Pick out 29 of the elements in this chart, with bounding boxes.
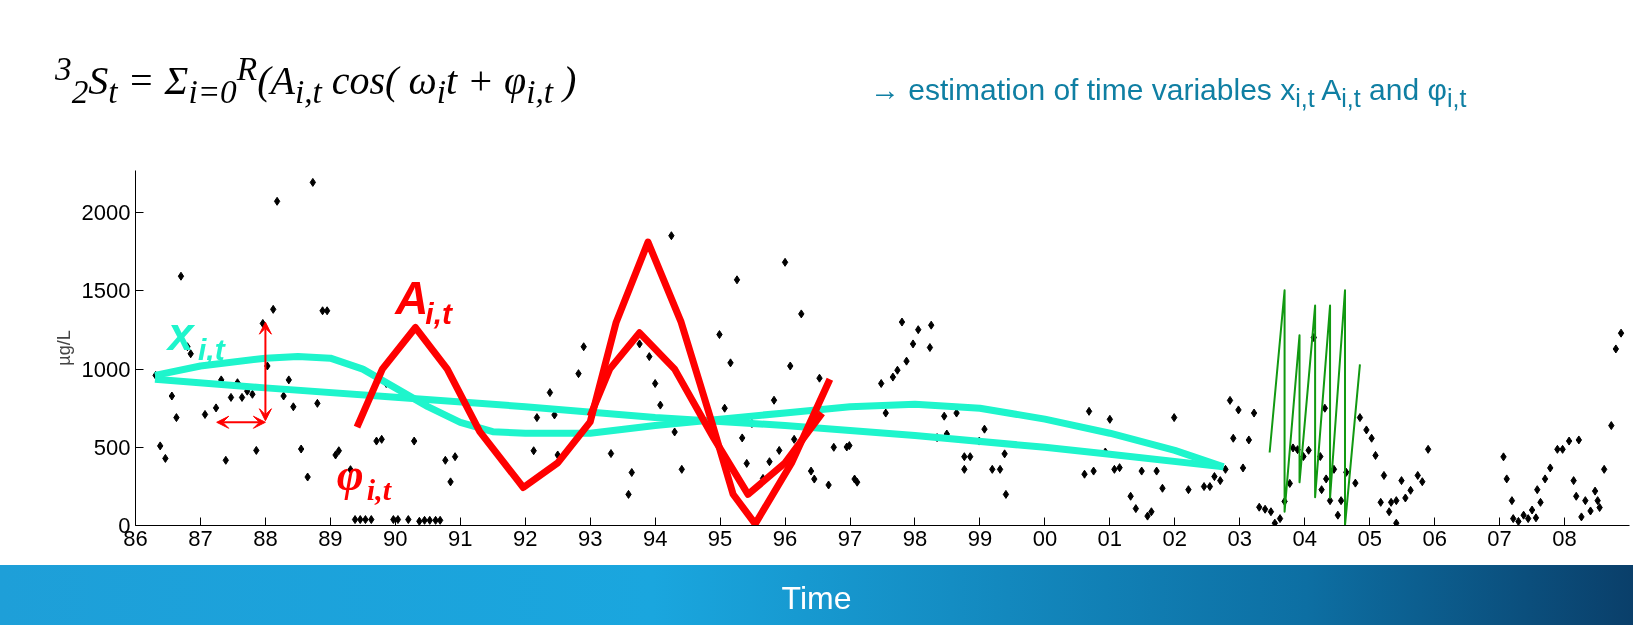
x-tick-label: 06: [1422, 525, 1447, 551]
x-tick-label: 99: [967, 525, 993, 551]
chart-subtitle: → estimation of time variables x$_{i,t}$ A$_{i,t}$ and φ$_{i,t}$: [870, 72, 1467, 114]
x-tick-label: 89: [318, 525, 343, 551]
x-axis-title: Time: [0, 565, 1633, 625]
x-tick-label: 97: [837, 525, 863, 551]
y-tick-label: 2000: [81, 200, 131, 226]
x-tick-label: 02: [1162, 525, 1188, 551]
x-tick-label: 03: [1227, 525, 1253, 551]
x-tick-label: 05: [1357, 525, 1382, 551]
x-tick-label: 08: [1552, 525, 1577, 551]
y-tick-label: 1500: [81, 278, 131, 304]
x-tick-label: 04: [1292, 525, 1317, 551]
x-tick-label: 98: [902, 525, 928, 551]
x-tick-label: 07: [1487, 525, 1512, 551]
x-tick-label: 94: [642, 525, 668, 551]
x-tick-label: 93: [577, 525, 603, 551]
y-tick-label: 500: [93, 434, 131, 460]
x-tick-label: 91: [448, 525, 473, 551]
x-tick-label: 00: [1032, 525, 1058, 551]
x-tick-label: 92: [513, 525, 538, 551]
x-tick-label: 01: [1097, 525, 1123, 551]
x-tick-label: 96: [772, 525, 798, 551]
x-tick-label: 95: [707, 525, 733, 551]
y-axis-title: µg/L: [53, 330, 74, 366]
x-tick-label: 88: [253, 525, 278, 551]
x-tick-label: 87: [188, 525, 213, 551]
x-tick-label: 90: [383, 525, 408, 551]
y-tick-label: 1000: [81, 356, 131, 382]
